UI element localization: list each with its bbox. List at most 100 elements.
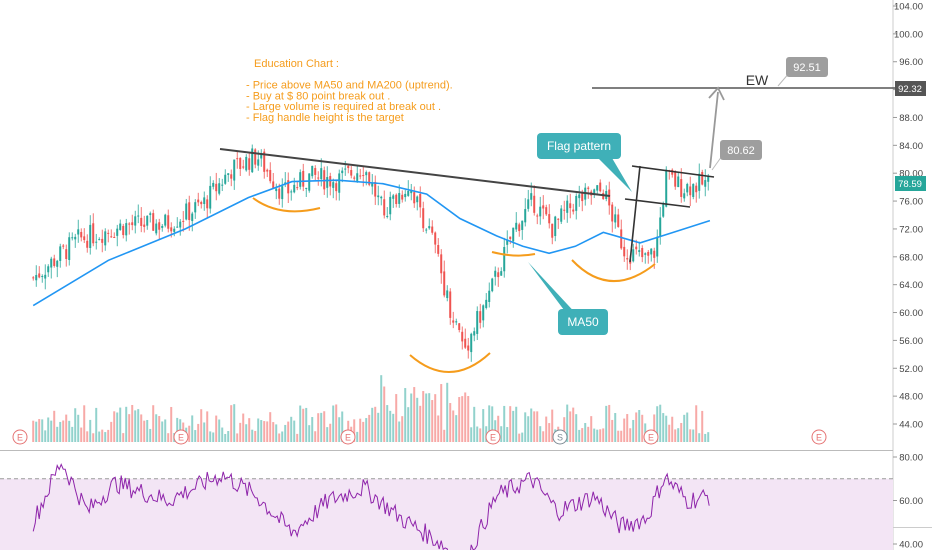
volume-bar [695,405,698,442]
earnings-event-marker[interactable]: E [340,429,356,445]
volume-bar [221,427,224,442]
cup-curve-2 [409,352,491,373]
candle-body [368,172,371,185]
candle-body [332,182,335,188]
candle-body [302,170,305,187]
candle-body [260,153,263,159]
candle-body [446,290,449,299]
volume-bar [320,412,323,442]
volume-bar [47,417,50,442]
target-arrow[interactable] [709,91,719,169]
candle-body [560,208,563,222]
flag-callout-pointer [598,158,632,192]
flag-top-line[interactable] [631,165,715,178]
candle-body [80,231,83,238]
candle-body [323,170,326,190]
volume-bar [368,414,371,442]
candle-body [593,189,596,196]
earnings-event-marker[interactable]: E [811,429,827,445]
volume-bar [278,433,281,442]
cup-curve-1 [252,197,321,213]
volume-bar [500,426,503,442]
candle-body [620,229,623,249]
candle-body [680,179,683,197]
volume-bar [188,425,191,442]
volume-bar [602,428,605,442]
volume-bar [665,415,668,442]
resistance-trendline[interactable] [219,148,611,197]
candle-body [530,193,533,200]
earnings-event-marker[interactable]: E [643,429,659,445]
education-line: - Price above MA50 and MA200 (uptrend). [246,80,453,92]
flag-pattern-callout[interactable]: Flag pattern [537,133,621,159]
split-event-marker[interactable]: S [552,429,568,445]
candle-body [581,192,584,202]
volume-bar [272,422,275,442]
candle-body [554,216,557,237]
volume-bar [539,426,542,442]
volume-bar [317,413,320,442]
candle-body [38,273,41,278]
candle-body [185,203,188,220]
candle-body [434,232,437,245]
candle-body [557,218,560,220]
volume-bar [374,406,377,442]
candle-body [269,169,272,182]
rsi-line [32,463,710,555]
candle-body [290,191,293,193]
candle-body [401,194,404,200]
volume-bar [701,410,704,442]
candle-body [617,214,620,227]
candle-body [113,237,116,239]
candle-body [245,156,248,171]
flag-pattern-label: Flag pattern [547,139,611,153]
volume-bar [653,414,656,442]
volume-bar [689,429,692,442]
candle-body [365,172,368,176]
candle-body [242,166,245,168]
volume-bar [587,426,590,442]
candle-body [413,192,416,204]
candle-body [356,173,359,181]
volume-bar [425,393,428,442]
flag-pole-line[interactable] [629,165,641,263]
volume-bar [41,419,44,442]
volume-bar [164,419,167,442]
volume-bar [614,413,617,442]
candle-body [266,169,269,172]
svg-text:E: E [17,433,23,443]
volume-bar [236,433,239,442]
volume-bar [62,420,65,442]
rsi-tick-label: 40.00 [899,540,923,551]
target-callout[interactable]: 92.51 [786,57,828,77]
volume-bar [203,422,206,442]
candle-body [173,228,176,232]
volume-bar [515,406,518,442]
drawings[interactable] [219,71,895,373]
cup-curve-4 [571,259,656,283]
candle-body [257,159,260,166]
earnings-event-marker[interactable]: E [485,429,501,445]
flag-bottom-line[interactable] [624,198,691,208]
volume-bar [401,416,404,442]
price-tick-label: 68.00 [899,252,923,263]
volume-bar [119,407,122,442]
volume-bar [152,405,155,442]
breakout-callout[interactable]: 80.62 [720,140,762,160]
candle-body [389,196,392,215]
candle-body [218,183,221,194]
volume-bar [101,429,104,442]
volume-bar [596,429,599,442]
price-axis[interactable]: 104.00100.0096.0092.0088.0084.0080.0076.… [893,2,923,431]
volume-bar [563,417,566,442]
rsi-axis: 80.00 60.00 40.00 [893,453,923,551]
candle-body [233,159,236,181]
volume-bar [503,405,506,442]
volume-bar [71,426,74,442]
ma50-callout[interactable]: MA50 [558,309,608,335]
earnings-event-marker[interactable]: E [173,429,189,445]
earnings-event-marker[interactable]: E [12,429,28,445]
volume-bar [38,419,41,442]
